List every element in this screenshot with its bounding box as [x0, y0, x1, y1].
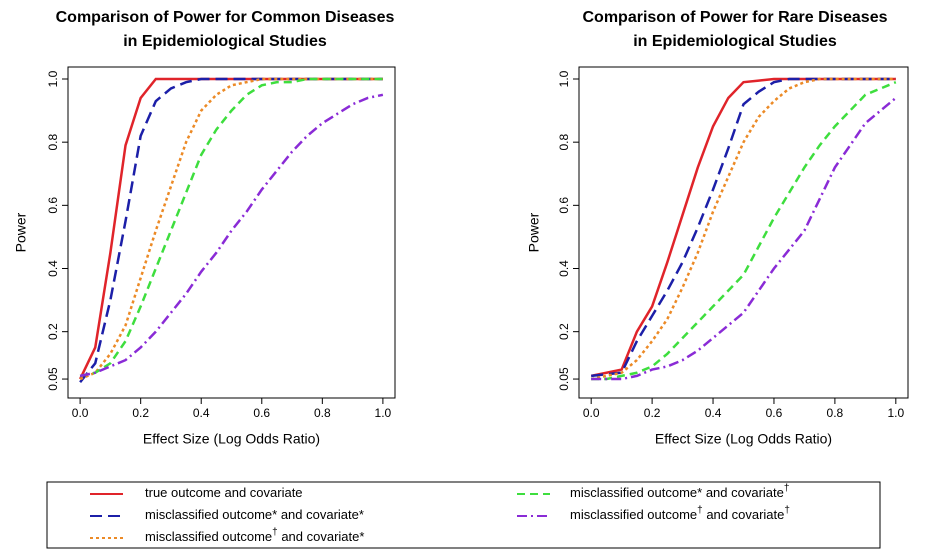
y-tick-label: 0.6	[46, 197, 60, 214]
legend-box	[46, 481, 881, 549]
x-tick-label: 0.0	[72, 406, 89, 420]
legend-label: misclassified outcome† and covariate*	[145, 527, 364, 544]
x-tick-label: 0.2	[644, 406, 661, 420]
x-tick-label: 0.0	[583, 406, 600, 420]
legend-label: misclassified outcome† and covariate†	[570, 505, 790, 522]
series-line	[591, 81, 897, 381]
y-axis-label: Power	[526, 212, 542, 252]
legend-label: true outcome and covariate	[145, 485, 303, 500]
x-tick-label: 1.0	[375, 406, 392, 420]
x-tick-label: 0.6	[253, 406, 270, 420]
x-tick-label: 0.4	[705, 406, 722, 420]
series-line	[591, 77, 896, 378]
y-tick-label: 0.05	[46, 367, 60, 391]
y-axis-label: Power	[13, 212, 29, 252]
y-tick-label: 0.6	[557, 197, 571, 214]
y-tick-label: 0.8	[557, 134, 571, 151]
x-axis-label: Effect Size (Log Odds Ratio)	[655, 431, 832, 447]
series-line	[590, 77, 896, 381]
plot-frame	[578, 66, 909, 399]
legend-label: misclassified outcome* and covariate†	[570, 483, 789, 500]
y-tick-label: 0.2	[557, 323, 571, 340]
series-line	[79, 77, 383, 383]
x-tick-label: 0.6	[766, 406, 783, 420]
x-tick-label: 0.2	[132, 406, 149, 420]
y-tick-label: 1.0	[557, 70, 571, 87]
plot-frame	[67, 66, 396, 399]
y-tick-label: 0.2	[46, 323, 60, 340]
chart-title: in Epidemiological Studies	[633, 33, 837, 50]
chart-title: Comparison of Power for Common Diseases	[56, 9, 395, 26]
y-tick-label: 1.0	[46, 70, 60, 87]
y-tick-label: 0.4	[557, 260, 571, 277]
y-tick-label: 0.4	[46, 260, 60, 277]
series-line	[78, 77, 383, 380]
y-tick-label: 0.05	[557, 367, 571, 391]
series-line	[590, 77, 896, 378]
series-line	[79, 93, 384, 378]
series-line	[591, 96, 897, 381]
x-axis-label: Effect Size (Log Odds Ratio)	[143, 431, 320, 447]
series-line	[79, 77, 383, 378]
x-tick-label: 1.0	[887, 406, 904, 420]
y-tick-label: 0.8	[46, 134, 60, 151]
x-tick-label: 0.4	[193, 406, 210, 420]
x-tick-label: 0.8	[827, 406, 844, 420]
legend-label: misclassified outcome* and covariate*	[145, 507, 364, 522]
chart-title: Comparison of Power for Rare Diseases	[583, 9, 888, 26]
x-tick-label: 0.8	[314, 406, 331, 420]
chart-title: in Epidemiological Studies	[123, 33, 327, 50]
series-line	[79, 77, 383, 381]
